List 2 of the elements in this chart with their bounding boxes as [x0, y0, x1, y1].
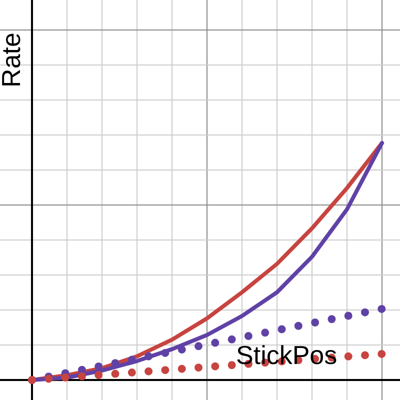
- annotation: StickPos: [236, 340, 338, 370]
- y-axis-title: Rate: [0, 32, 26, 88]
